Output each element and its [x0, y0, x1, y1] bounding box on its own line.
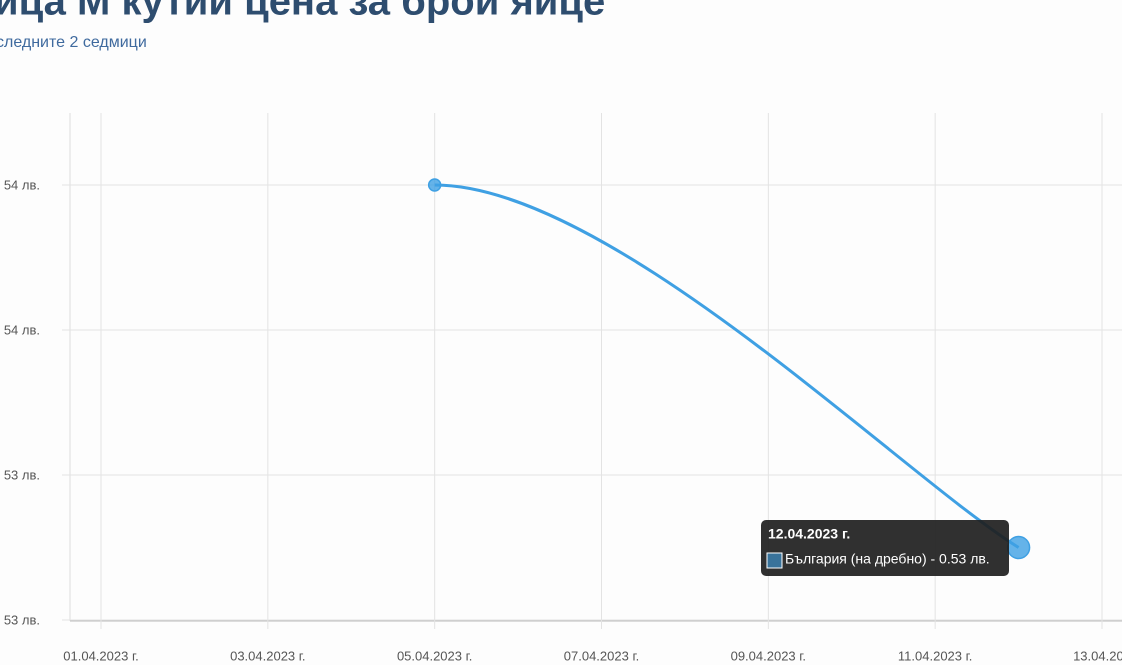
tooltip-box	[761, 520, 1009, 576]
chart-title: ица М кутии цена за брой яйце	[0, 0, 605, 24]
x-tick-label: 09.04.2023 г.	[731, 648, 806, 663]
point	[1006, 535, 1031, 560]
x-tick-label: 11.04.2023 г.	[898, 648, 972, 663]
tooltip-text: България (на дребно) - 0.53 лв.	[785, 551, 990, 567]
y-tick-label: 54 лв.	[4, 322, 40, 337]
tooltip-title: 12.04.2023 г.	[768, 526, 850, 542]
x-tick-label: 07.04.2023 г.	[564, 648, 639, 663]
y-tick-label: 53 лв.	[4, 612, 40, 627]
line	[434, 183, 1020, 549]
x-tick-label: 03.04.2023 г.	[230, 648, 305, 663]
tooltip-swatch	[766, 552, 783, 569]
y-tick-label: 54 лв.	[4, 177, 40, 192]
x-tick-label: 13.04.202	[1073, 648, 1122, 663]
x-tick-label: 05.04.2023 г.	[397, 648, 472, 663]
point	[427, 178, 442, 192]
chart-subtitle: следните 2 седмици	[0, 34, 147, 51]
x-tick-label: 01.04.2023 г.	[63, 648, 138, 663]
tooltip: 12.04.2023 г. България (на дребно) - 0.53…	[761, 520, 1009, 576]
y-tick-label: 53 лв.	[4, 467, 40, 482]
